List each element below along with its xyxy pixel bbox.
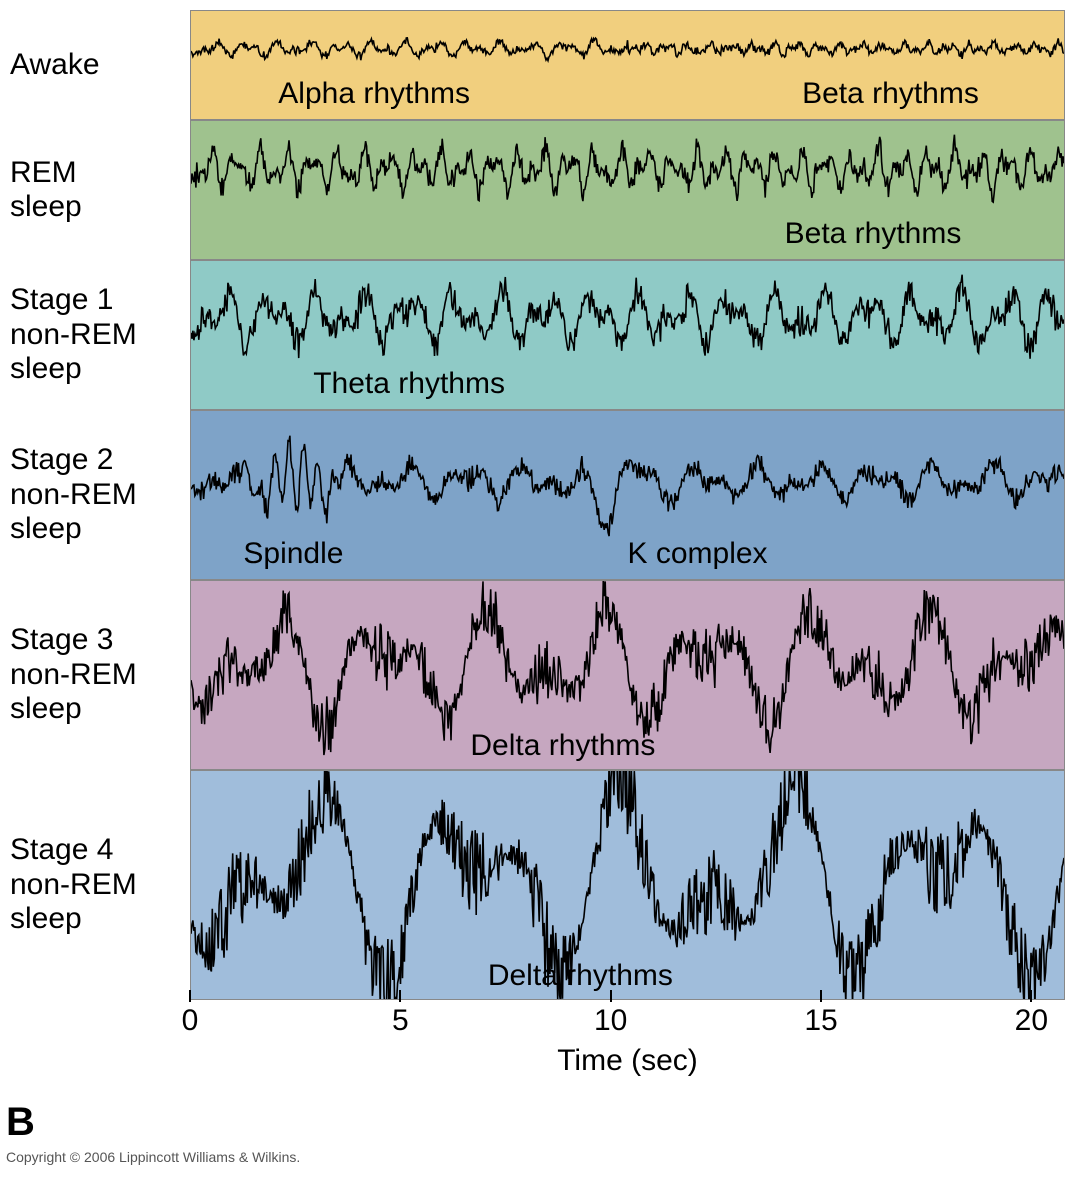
row-stage4: Stage 4 non-REM sleep Delta rhythms [0, 770, 1065, 1000]
panel-awake: Alpha rhythms Beta rhythms [190, 10, 1065, 120]
row-stage3: Stage 3 non-REM sleep Delta rhythms [0, 580, 1065, 770]
eeg-trace-stage2 [191, 436, 1064, 536]
row-stage2: Stage 2 non-REM sleep Spindle K complex [0, 410, 1065, 580]
x-tick-15: 15 [804, 1004, 837, 1038]
panel-stage3: Delta rhythms [190, 580, 1065, 770]
x-tick-mark-20 [1030, 990, 1032, 1002]
x-tick-5: 5 [392, 1004, 409, 1038]
row-label-awake: Awake [0, 10, 190, 120]
row-rem: REM sleep Beta rhythms [0, 120, 1065, 260]
x-tick-mark-5 [399, 990, 401, 1002]
annotation-awake-1: Beta rhythms [802, 77, 979, 111]
annotation-stage4-0: Delta rhythms [488, 959, 673, 993]
row-label-stage4: Stage 4 non-REM sleep [0, 770, 190, 1000]
annotation-stage2-0: Spindle [243, 537, 343, 571]
annotation-awake-0: Alpha rhythms [278, 77, 470, 111]
row-stage1: Stage 1 non-REM sleep Theta rhythms [0, 260, 1065, 410]
x-tick-20: 20 [1015, 1004, 1048, 1038]
row-label-stage2: Stage 2 non-REM sleep [0, 410, 190, 580]
row-label-rem: REM sleep [0, 120, 190, 260]
x-axis: Time (sec) 05101520 [190, 1004, 1065, 1084]
x-tick-mark-10 [610, 990, 612, 1002]
eeg-trace-rem [191, 135, 1064, 202]
panel-rem: Beta rhythms [190, 120, 1065, 260]
x-tick-mark-15 [820, 990, 822, 1002]
panel-stage4: Delta rhythms [190, 770, 1065, 1000]
annotation-rem-0: Beta rhythms [785, 217, 962, 251]
panel-stage1: Theta rhythms [190, 260, 1065, 410]
row-label-stage3: Stage 3 non-REM sleep [0, 580, 190, 770]
eeg-trace-awake [191, 38, 1064, 61]
figure-letter: B [6, 1100, 1065, 1145]
x-tick-10: 10 [594, 1004, 627, 1038]
eeg-sleep-stages-figure: Awake Alpha rhythms Beta rhythms REM sleep B… [0, 10, 1065, 1165]
row-awake: Awake Alpha rhythms Beta rhythms [0, 10, 1065, 120]
x-tick-0: 0 [182, 1004, 199, 1038]
annotation-stage1-0: Theta rhythms [313, 367, 505, 401]
annotation-stage2-1: K complex [628, 537, 768, 571]
x-axis-row: Time (sec) 0 5 10 15 20 [0, 1004, 1065, 1084]
eeg-trace-stage1 [191, 275, 1064, 359]
copyright-text: Copyright © 2006 Lippincott Williams & W… [6, 1149, 1065, 1165]
row-label-stage1: Stage 1 non-REM sleep [0, 260, 190, 410]
x-axis-label: Time (sec) [557, 1044, 698, 1078]
panel-stage2: Spindle K complex [190, 410, 1065, 580]
x-tick-mark-0 [189, 990, 191, 1002]
annotation-stage3-0: Delta rhythms [470, 729, 655, 763]
